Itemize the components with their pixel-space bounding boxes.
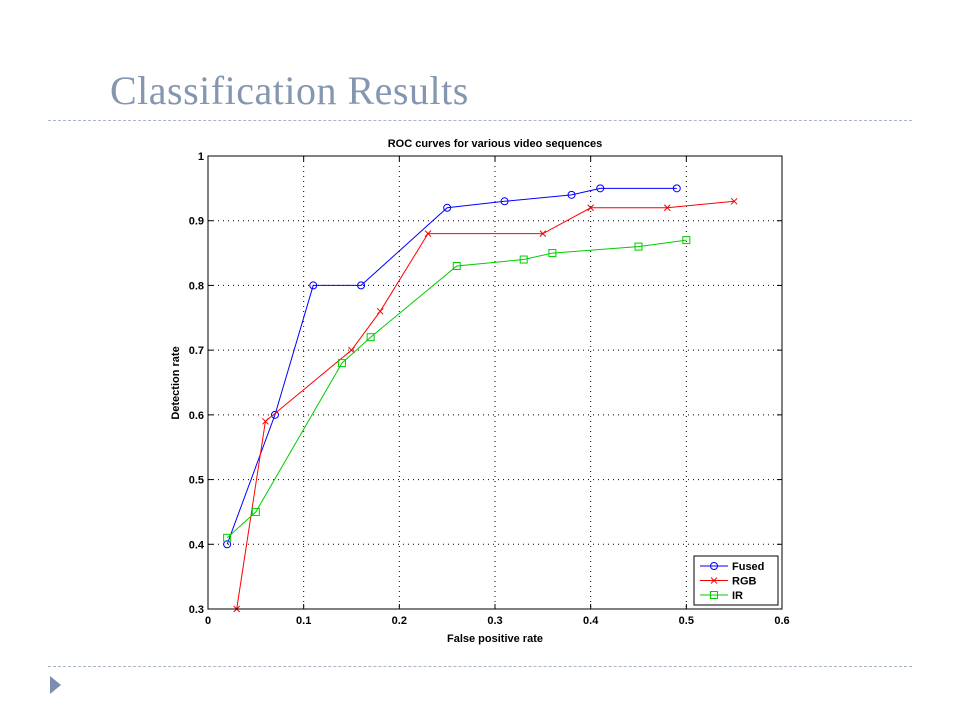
data-point-fused <box>270 410 279 419</box>
data-point-rgb <box>376 307 384 315</box>
x-tick-label: 0.2 <box>392 615 407 627</box>
data-point-ir <box>548 249 557 258</box>
bottom-divider <box>48 666 912 667</box>
legend-label-fused: Fused <box>732 561 764 573</box>
data-point-fused <box>357 281 366 290</box>
chart-title: ROC curves for various video sequences <box>388 138 603 150</box>
legend: Fused RGB IR <box>693 555 779 606</box>
y-tick-label: 0.4 <box>189 539 205 551</box>
data-point-ir <box>682 236 691 245</box>
legend-box <box>693 555 779 606</box>
data-point-rgb <box>424 230 432 238</box>
y-tick-label: 1 <box>198 151 204 163</box>
data-point-ir <box>337 359 346 368</box>
series-line-ir <box>226 239 687 539</box>
data-point-fused <box>500 197 509 206</box>
x-axis-label: False positive rate <box>447 633 543 645</box>
slide-title: Classification Results <box>110 68 469 113</box>
data-point-fused <box>672 184 681 193</box>
data-point-ir <box>634 242 643 251</box>
data-point-ir <box>366 333 375 342</box>
y-tick-label: 0.6 <box>189 410 204 422</box>
data-point-fused <box>223 540 232 549</box>
y-tick-label: 0.5 <box>189 475 204 487</box>
y-tick-label: 0.3 <box>189 604 204 616</box>
data-point-ir <box>519 255 528 264</box>
y-tick-label: 0.9 <box>189 216 204 228</box>
y-tick-label: 0.7 <box>189 345 204 357</box>
series-rgb <box>233 197 738 613</box>
data-point-fused <box>309 281 318 290</box>
x-tick-label: 0.6 <box>774 615 789 627</box>
data-point-fused <box>567 190 576 199</box>
y-axis-label: Detection rate <box>170 346 182 419</box>
data-point-fused <box>443 203 452 212</box>
data-point-rgb <box>539 230 547 238</box>
data-point-ir <box>452 262 461 271</box>
data-point-rgb <box>262 417 269 425</box>
legend-label-rgb: RGB <box>732 576 757 588</box>
x-tick-label: 0.5 <box>679 615 694 627</box>
data-point-rgb <box>587 204 595 212</box>
x-tick-label: 0.4 <box>583 615 599 627</box>
x-tick-label: 0.1 <box>296 615 311 627</box>
legend-marker-ir <box>710 591 718 599</box>
data-point-fused <box>596 184 605 193</box>
data-point-ir <box>223 533 232 542</box>
triangle-right-icon <box>50 676 61 694</box>
series-line-fused <box>226 187 677 545</box>
x-tick-label: 0 <box>205 615 211 627</box>
data-point-rgb <box>663 204 671 212</box>
legend-marker-fused <box>710 562 718 570</box>
x-tick-label: 0.3 <box>487 615 502 627</box>
data-point-ir <box>251 507 260 516</box>
data-point-rgb <box>730 197 738 205</box>
legend-marker-rgb <box>710 577 718 584</box>
series-line-rgb <box>236 200 735 610</box>
top-divider <box>48 120 912 121</box>
series-fused <box>223 184 681 549</box>
y-tick-label: 0.8 <box>189 280 204 292</box>
series-ir <box>223 236 691 542</box>
legend-label-ir: IR <box>732 590 743 602</box>
